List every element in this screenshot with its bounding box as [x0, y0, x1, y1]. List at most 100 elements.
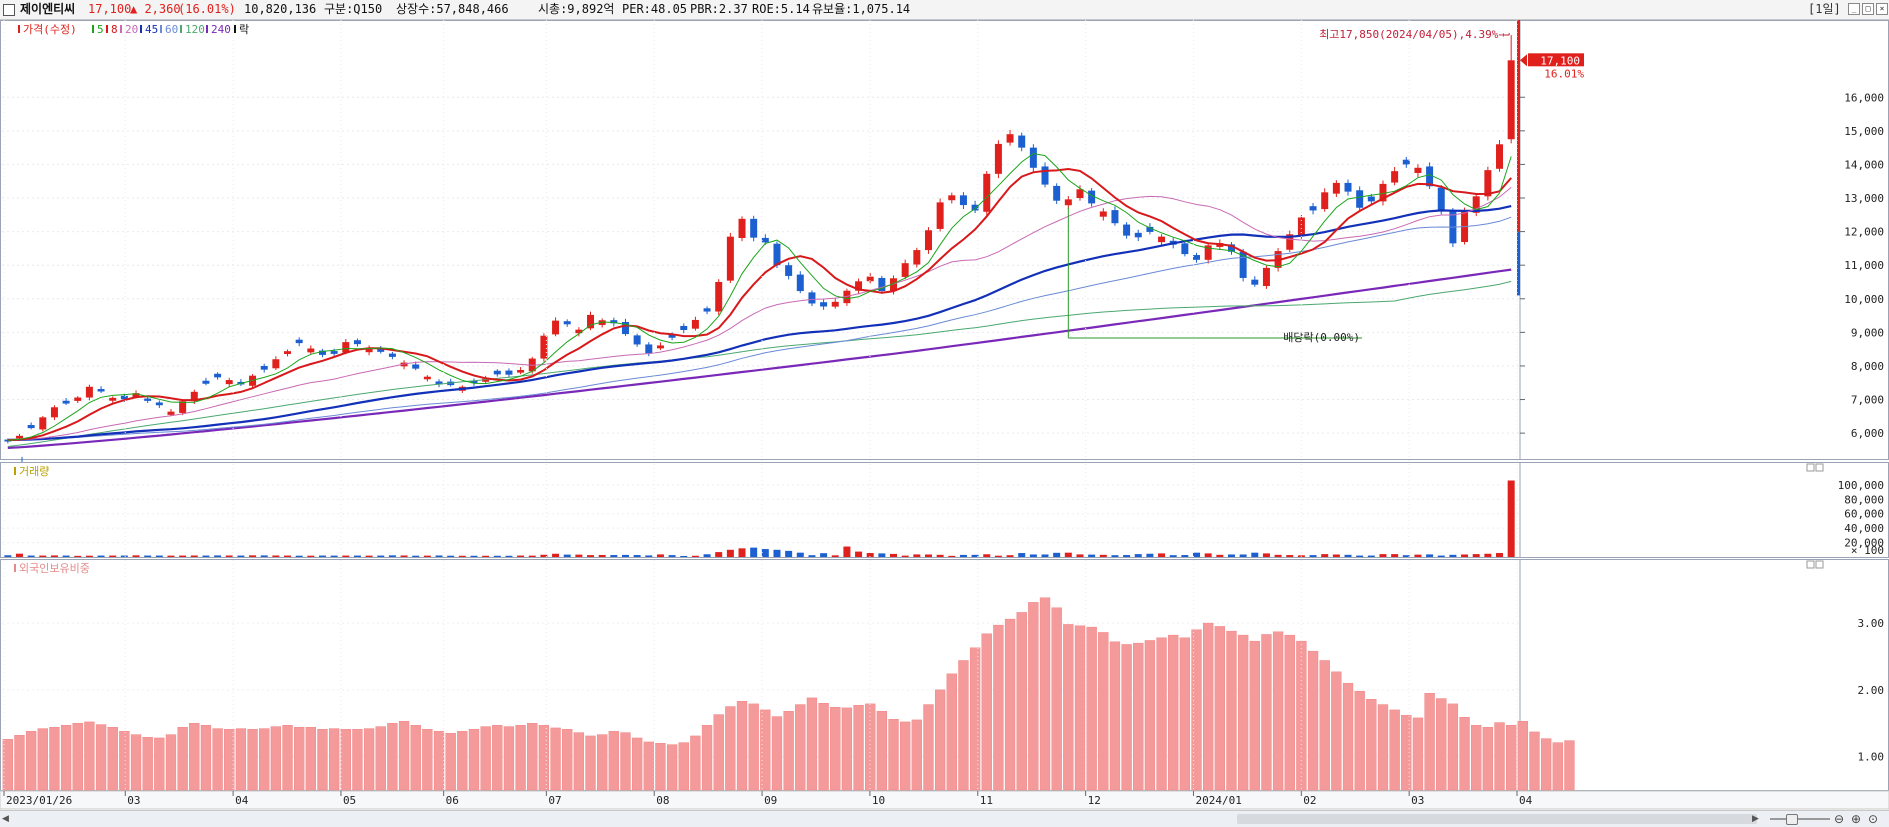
volume-bar[interactable]	[4, 555, 12, 557]
candle[interactable]	[913, 247, 921, 268]
volume-bar[interactable]	[1158, 553, 1166, 557]
volume-bar[interactable]	[924, 554, 932, 557]
volume-bar[interactable]	[1414, 554, 1422, 557]
foreign-bar[interactable]	[142, 737, 153, 791]
candle[interactable]	[365, 345, 373, 356]
candle[interactable]	[342, 339, 350, 355]
volume-bar[interactable]	[750, 547, 758, 557]
foreign-bar[interactable]	[585, 735, 596, 791]
volume-bar[interactable]	[482, 555, 490, 557]
candle[interactable]	[1391, 167, 1399, 186]
candle[interactable]	[959, 192, 967, 209]
volume-bar[interactable]	[1041, 554, 1049, 557]
volume-bar[interactable]	[318, 555, 326, 557]
candle[interactable]	[1379, 180, 1387, 206]
foreign-bar[interactable]	[783, 711, 794, 791]
foreign-bar[interactable]	[1389, 709, 1400, 791]
foreign-bar[interactable]	[375, 726, 386, 791]
zoom-slider-knob[interactable]	[1786, 814, 1798, 825]
candle[interactable]	[715, 279, 723, 316]
volume-bar[interactable]	[458, 555, 466, 557]
candle[interactable]	[1496, 139, 1504, 172]
candle[interactable]	[1088, 188, 1096, 207]
volume-bar[interactable]	[214, 555, 222, 557]
volume-bar[interactable]	[1379, 554, 1387, 557]
volume-bar[interactable]	[27, 555, 35, 557]
foreign-bar[interactable]	[550, 727, 561, 791]
foreign-bar[interactable]	[1203, 622, 1214, 791]
foreign-bar[interactable]	[818, 703, 829, 791]
zoom-out-icon[interactable]: ⊖	[1834, 812, 1845, 826]
volume-bar[interactable]	[388, 555, 396, 557]
candle[interactable]	[353, 338, 361, 347]
candle[interactable]	[1064, 196, 1072, 210]
foreign-bar[interactable]	[1249, 640, 1260, 791]
candle[interactable]	[621, 318, 629, 336]
foreign-bar[interactable]	[888, 719, 899, 791]
foreign-bar[interactable]	[503, 726, 515, 791]
candle[interactable]	[750, 215, 758, 242]
volume-bar[interactable]	[167, 555, 175, 557]
foreign-bar[interactable]	[49, 727, 60, 791]
candle[interactable]	[726, 232, 734, 284]
candle[interactable]	[1146, 223, 1154, 235]
candle[interactable]	[843, 288, 851, 306]
foreign-bar[interactable]	[1471, 725, 1482, 791]
foreign-bar[interactable]	[1401, 715, 1412, 791]
candle[interactable]	[738, 216, 746, 242]
foreign-bar[interactable]	[1436, 698, 1447, 791]
candle[interactable]	[412, 361, 420, 371]
volume-bar[interactable]	[1391, 554, 1399, 557]
foreign-bar[interactable]	[713, 714, 724, 791]
foreign-bar[interactable]	[597, 734, 608, 791]
foreign-bar[interactable]	[631, 737, 643, 791]
candle[interactable]	[1251, 276, 1259, 287]
foreign-bar[interactable]	[946, 673, 957, 791]
foreign-bar[interactable]	[1028, 602, 1039, 791]
foreign-bar[interactable]	[1366, 699, 1377, 791]
volume-bar[interactable]	[1426, 554, 1434, 557]
candle[interactable]	[1006, 129, 1014, 146]
candle[interactable]	[785, 262, 793, 280]
foreign-bar[interactable]	[678, 742, 689, 791]
candle[interactable]	[1204, 242, 1212, 264]
volume-bar[interactable]	[190, 555, 198, 557]
candle[interactable]	[85, 384, 93, 401]
volume-bar[interactable]	[412, 555, 420, 557]
volume-bar[interactable]	[202, 555, 210, 557]
volume-bar[interactable]	[1461, 554, 1469, 557]
candle[interactable]	[1227, 242, 1235, 255]
candle[interactable]	[260, 363, 268, 373]
foreign-bar[interactable]	[1086, 626, 1097, 791]
candle[interactable]	[50, 405, 58, 421]
volume-bar[interactable]	[668, 555, 676, 557]
candle[interactable]	[1414, 164, 1422, 178]
foreign-bar[interactable]	[1074, 625, 1086, 791]
foreign-bar[interactable]	[398, 721, 410, 791]
foreign-bar[interactable]	[865, 703, 876, 791]
volume-bar[interactable]	[1262, 553, 1270, 557]
candle[interactable]	[1123, 222, 1131, 239]
candle[interactable]	[1029, 144, 1037, 172]
foreign-bar[interactable]	[235, 728, 247, 791]
candle[interactable]	[994, 140, 1002, 179]
volume-bar[interactable]	[1099, 554, 1107, 557]
volume-bar[interactable]	[878, 553, 886, 557]
volume-bar[interactable]	[1309, 555, 1317, 557]
volume-max-icon[interactable]	[1806, 463, 1815, 472]
volume-bar[interactable]	[796, 552, 804, 557]
candle[interactable]	[552, 317, 560, 337]
candle[interactable]	[703, 306, 711, 315]
volume-bar[interactable]	[971, 554, 979, 557]
volume-bar[interactable]	[621, 554, 629, 557]
stock-icon[interactable]	[3, 4, 15, 16]
foreign-bar[interactable]	[445, 733, 456, 791]
foreign-bar[interactable]	[748, 703, 759, 791]
foreign-bar[interactable]	[1354, 690, 1365, 791]
volume-bar[interactable]	[994, 555, 1002, 557]
foreign-bar[interactable]	[608, 731, 619, 791]
candle[interactable]	[272, 356, 280, 370]
foreign-bar[interactable]	[1179, 637, 1191, 791]
foreign-bar[interactable]	[352, 729, 363, 791]
candle[interactable]	[109, 396, 117, 403]
